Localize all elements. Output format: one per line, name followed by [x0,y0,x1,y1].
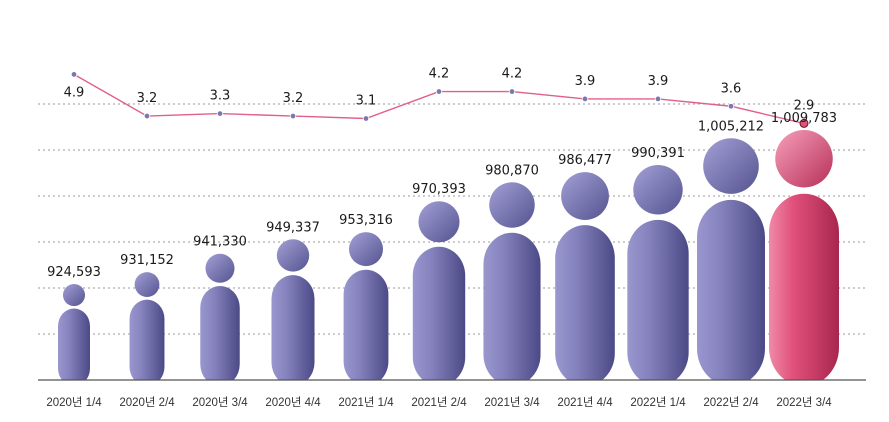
figure-body [697,199,765,380]
rate-label: 4.2 [502,67,523,82]
x-tick-label: 2021년 3/4 [484,396,540,409]
value-label: 970,393 [412,182,466,197]
value-labels: 924,593 931,152 941,330 949,337 953,316 970,3… [47,67,837,280]
rate-point [799,118,809,128]
value-label: 949,337 [266,220,320,235]
figure-body [343,269,389,380]
rate-label: 2.9 [794,98,815,113]
figure-7 [483,182,541,380]
figure-head [775,130,833,188]
figure-body [129,299,165,380]
value-label: 980,870 [485,163,539,178]
rate-label: 4.2 [429,67,450,82]
value-label: 924,593 [47,265,101,280]
figure-3 [200,253,240,380]
rate-label: 3.2 [283,91,304,106]
x-tick-label: 2021년 4/4 [557,396,613,409]
figure-body [200,285,240,380]
figure-body [555,225,615,380]
rate-point [362,115,370,122]
figure-body [58,308,90,380]
value-label: 986,477 [558,153,612,168]
x-tick-label: 2021년 2/4 [411,396,467,409]
rate-point [581,95,589,103]
rate-point [654,95,662,103]
figure-11 [769,130,839,380]
x-axis: 2020년 1/4 2020년 2/4 2020년 3/4 2020년 4/4 2021… [38,379,866,409]
rate-point [70,71,78,78]
value-label: 990,391 [631,146,685,161]
rate-line-series [70,71,809,128]
figure-head [703,138,759,194]
x-tick-label: 2020년 3/4 [192,396,248,409]
figure-body [412,246,466,380]
value-label: 1,009,783 [771,111,837,126]
figure-8 [555,172,615,380]
rate-point [727,103,735,110]
x-tick-label: 2020년 2/4 [119,396,175,409]
rate-point [435,88,443,95]
rate-label: 3.2 [137,91,158,106]
population-figures [58,130,839,380]
figure-2 [129,272,165,380]
figure-4 [271,239,315,380]
rate-point [508,88,516,95]
figure-body [769,193,839,380]
figure-head [561,172,609,220]
figure-10 [697,138,765,380]
figure-body [271,275,315,380]
value-label: 1,005,212 [698,119,764,134]
value-label: 953,316 [339,213,393,228]
rate-line [73,73,805,125]
figure-head [633,165,683,215]
rate-label: 4.9 [64,85,85,100]
figure-head [276,239,310,272]
rate-label: 3.9 [575,74,596,89]
figure-head [134,272,160,297]
rate-point [289,112,297,120]
figure-head [205,253,235,283]
rate-point [143,112,151,120]
figure-head [62,284,86,307]
figure-5 [343,232,389,380]
figure-6 [412,201,466,380]
x-tick-label: 2020년 4/4 [265,396,321,409]
rate-point [216,110,224,117]
figure-1 [58,284,90,380]
value-label: 941,330 [193,235,247,250]
rate-label: 3.9 [648,74,669,89]
x-tick-label: 2021년 1/4 [338,396,394,409]
x-tick-label: 2022년 3/4 [776,396,832,409]
value-label: 931,152 [120,253,174,268]
rate-label: 3.1 [356,94,377,109]
x-tick-label: 2022년 2/4 [703,396,759,409]
figure-head [489,182,535,228]
figure-head [418,201,460,243]
figure-body [627,219,689,380]
x-tick-label: 2020년 1/4 [46,396,102,409]
figure-9 [627,165,689,380]
figure-body [483,232,541,380]
rate-label: 3.3 [210,89,231,104]
x-tick-label: 2022년 1/4 [630,396,686,409]
figure-head [348,232,384,267]
rate-label: 3.6 [721,81,742,96]
